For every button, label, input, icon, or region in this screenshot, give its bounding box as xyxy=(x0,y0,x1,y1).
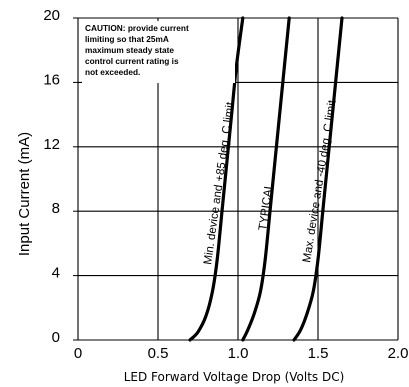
x-tick-label: 1.0 xyxy=(228,345,249,362)
y-tick-label: 12 xyxy=(43,136,60,153)
series-line-0 xyxy=(188,16,245,342)
y-tick-label: 0 xyxy=(52,329,60,346)
y-tick-label: 4 xyxy=(52,265,60,282)
series-label-typical: TYPICAL xyxy=(257,182,276,232)
caution-note-box xyxy=(82,21,235,83)
caution-note-line: control current rating is xyxy=(85,56,179,66)
y-axis-label: Input Current (mA) xyxy=(16,132,33,256)
caution-note-line: limiting so that 25mA xyxy=(85,34,169,44)
x-tick-label: 1.5 xyxy=(308,345,329,362)
tick-labels: 0 0.5 1.0 1.5 2.0 0 4 8 12 16 20 xyxy=(43,7,408,362)
caution-note-line: not exceeded. xyxy=(85,67,140,77)
curves xyxy=(188,16,344,342)
y-tick-label: 20 xyxy=(43,7,60,24)
x-tick-label: 0 xyxy=(74,345,82,362)
y-tick-label: 8 xyxy=(52,200,60,217)
series-line-2 xyxy=(292,16,344,342)
caution-note: CAUTION: provide current limiting so tha… xyxy=(82,21,235,83)
x-axis-label: LED Forward Voltage Drop (Volts DC) xyxy=(124,370,345,384)
caution-note-line: maximum steady state xyxy=(85,45,174,55)
y-tick-label: 16 xyxy=(43,71,60,88)
caution-note-line: CAUTION: provide current xyxy=(85,23,189,33)
x-tick-label: 0.5 xyxy=(148,345,169,362)
x-tick-label: 2.0 xyxy=(388,345,409,362)
series-line-1 xyxy=(241,16,291,342)
